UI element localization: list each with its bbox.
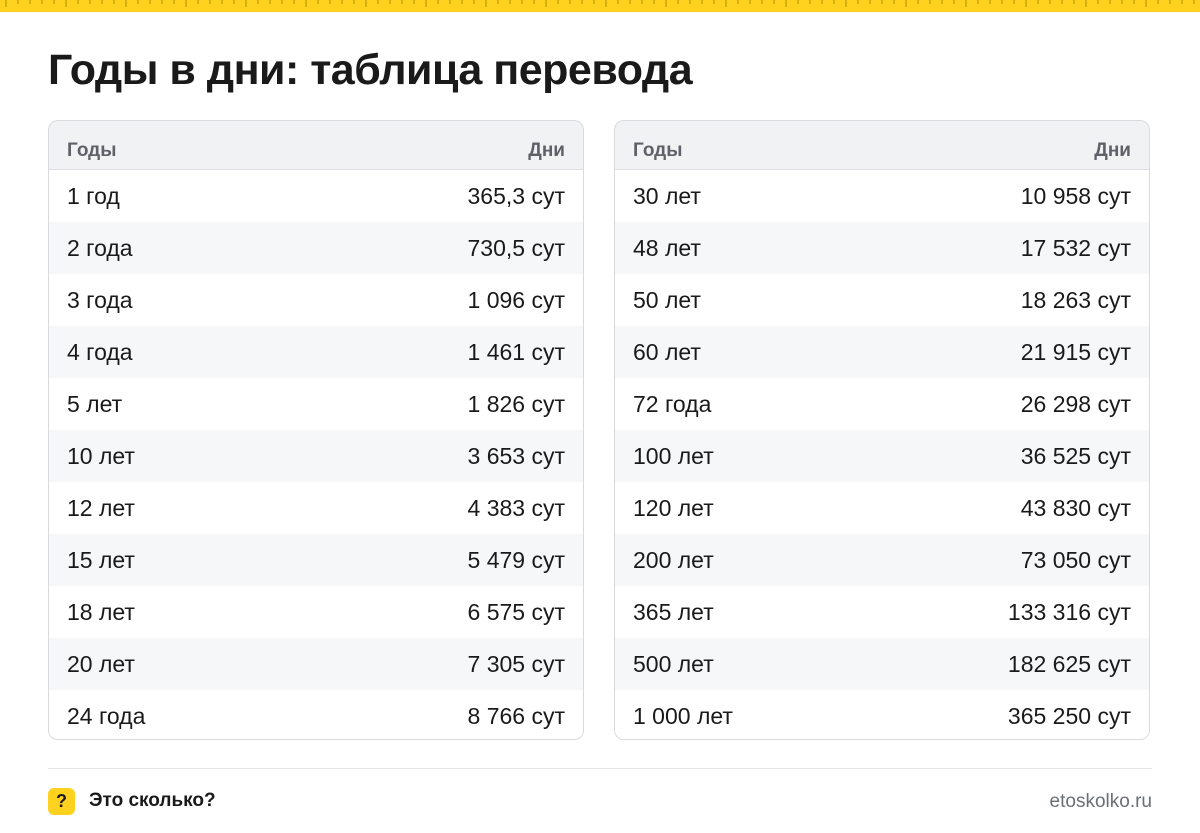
table-row: 500 лет 182 625 сут	[615, 638, 1149, 690]
cell-years: 10 лет	[67, 442, 135, 469]
table-row: 72 года 26 298 сут	[615, 378, 1149, 430]
cell-days: 1 826 сут	[467, 390, 565, 417]
cell-days: 1 461 сут	[467, 338, 565, 365]
column-header-years: Годы	[633, 140, 683, 161]
cell-days: 3 653 сут	[467, 442, 565, 469]
footer-site-url[interactable]: etoskolko.ru	[1049, 791, 1152, 812]
table-row: 365 лет 133 316 сут	[615, 586, 1149, 638]
table-body: 30 лет 10 958 сут 48 лет 17 532 сут 50 лет 18…	[615, 170, 1149, 739]
table-row: 15 лет 5 479 сут	[49, 534, 583, 586]
ruler-ticks	[5, 0, 1195, 7]
cell-years: 15 лет	[67, 546, 135, 573]
table-row: 30 лет 10 958 сут	[615, 170, 1149, 222]
cell-days: 73 050 сут	[1020, 546, 1131, 573]
cell-days: 730,5 сут	[467, 234, 565, 261]
cell-days: 133 316 сут	[1007, 598, 1131, 625]
cell-years: 3 года	[67, 286, 133, 313]
table-row: 100 лет 36 525 сут	[615, 430, 1149, 482]
cell-years: 60 лет	[633, 338, 701, 365]
cell-years: 1 год	[67, 182, 120, 209]
cell-years: 100 лет	[633, 442, 714, 469]
conversion-table-right: Годы Дни 30 лет 10 958 сут 48 лет 17 532 су…	[614, 120, 1150, 740]
table-row: 3 года 1 096 сут	[49, 274, 583, 326]
cell-days: 7 305 сут	[467, 650, 565, 677]
table-row: 10 лет 3 653 сут	[49, 430, 583, 482]
footer-divider	[48, 768, 1152, 769]
table-row: 20 лет 7 305 сут	[49, 638, 583, 690]
table-row: 12 лет 4 383 сут	[49, 482, 583, 534]
cell-days: 26 298 сут	[1020, 390, 1131, 417]
cell-years: 30 лет	[633, 182, 701, 209]
table-row: 60 лет 21 915 сут	[615, 326, 1149, 378]
cell-days: 36 525 сут	[1020, 442, 1131, 469]
table-body: 1 год 365,3 сут 2 года 730,5 сут 3 года 1 096…	[49, 170, 583, 739]
column-header-days: Дни	[528, 140, 565, 161]
column-header-years: Годы	[67, 140, 117, 161]
footer-brand-name: Это сколько?	[89, 790, 216, 811]
cell-days: 5 479 сут	[467, 546, 565, 573]
cell-years: 5 лет	[67, 390, 123, 417]
cell-years: 20 лет	[67, 650, 135, 677]
cell-years: 12 лет	[67, 494, 135, 521]
conversion-table-left: Годы Дни 1 год 365,3 сут 2 года 730,5 сут 3 …	[48, 120, 584, 740]
cell-days: 1 096 сут	[467, 286, 565, 313]
table-row: 4 года 1 461 сут	[49, 326, 583, 378]
table-row: 18 лет 6 575 сут	[49, 586, 583, 638]
table-row: 2 года 730,5 сут	[49, 222, 583, 274]
cell-years: 72 года	[633, 390, 712, 417]
table-row: 1 000 лет 365 250 сут	[615, 690, 1149, 739]
table-row: 1 год 365,3 сут	[49, 170, 583, 222]
cell-days: 4 383 сут	[467, 494, 565, 521]
cell-years: 120 лет	[633, 494, 714, 521]
table-row: 5 лет 1 826 сут	[49, 378, 583, 430]
cell-years: 1 000 лет	[633, 702, 733, 729]
cell-years: 4 года	[67, 338, 133, 365]
table-row: 50 лет 18 263 сут	[615, 274, 1149, 326]
cell-days: 182 625 сут	[1007, 650, 1131, 677]
cell-days: 43 830 сут	[1020, 494, 1131, 521]
cell-days: 365 250 сут	[1007, 702, 1131, 729]
table-header: Годы Дни	[615, 121, 1149, 170]
cell-days: 18 263 сут	[1020, 286, 1131, 313]
cell-days: 6 575 сут	[467, 598, 565, 625]
cell-years: 48 лет	[633, 234, 701, 261]
cell-days: 8 766 сут	[467, 702, 565, 729]
table-header: Годы Дни	[49, 121, 583, 170]
cell-years: 2 года	[67, 234, 133, 261]
cell-days: 10 958 сут	[1020, 182, 1131, 209]
cell-days: 365,3 сут	[467, 182, 565, 209]
table-row: 48 лет 17 532 сут	[615, 222, 1149, 274]
cell-years: 365 лет	[633, 598, 714, 625]
question-mark-logo-icon: ?	[48, 788, 75, 815]
table-row: 200 лет 73 050 сут	[615, 534, 1149, 586]
ruler-top-border	[0, 0, 1200, 12]
cell-days: 21 915 сут	[1020, 338, 1131, 365]
cell-years: 50 лет	[633, 286, 701, 313]
cell-years: 24 года	[67, 702, 146, 729]
cell-years: 200 лет	[633, 546, 714, 573]
page-title: Годы в дни: таблица перевода	[48, 46, 693, 94]
cell-years: 18 лет	[67, 598, 135, 625]
table-row: 120 лет 43 830 сут	[615, 482, 1149, 534]
cell-years: 500 лет	[633, 650, 714, 677]
column-header-days: Дни	[1094, 140, 1131, 161]
cell-days: 17 532 сут	[1020, 234, 1131, 261]
table-row: 24 года 8 766 сут	[49, 690, 583, 739]
